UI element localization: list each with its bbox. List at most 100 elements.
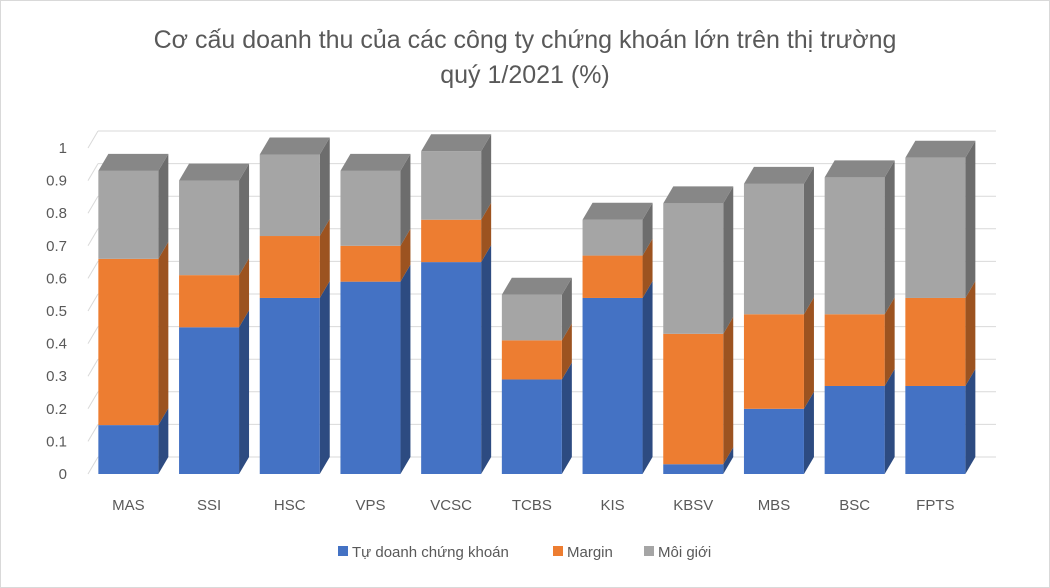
y-tick-label: 0.9 bbox=[46, 173, 67, 190]
y-tick-label: 0.8 bbox=[46, 205, 67, 222]
legend-item: Tự doanh chứng khoán bbox=[338, 544, 509, 561]
x-tick-label: VCSC bbox=[430, 497, 472, 514]
chart-title-line-2: quý 1/2021 (%) bbox=[440, 61, 610, 89]
bar-front-face bbox=[582, 255, 643, 298]
bar-side-face bbox=[642, 238, 653, 298]
bar-top-face bbox=[905, 140, 976, 158]
bar-segment bbox=[179, 163, 250, 276]
bar-segment bbox=[743, 391, 814, 474]
bar-segment bbox=[501, 277, 572, 341]
bar-segment bbox=[663, 316, 734, 465]
gridline-diagonal bbox=[87, 130, 99, 149]
bar-side-face bbox=[481, 134, 492, 220]
bar-front-face bbox=[824, 385, 885, 474]
bar-side-face bbox=[561, 277, 572, 341]
bar-front-face bbox=[743, 183, 804, 315]
bar-side-face bbox=[239, 258, 250, 328]
y-tick-label: 0.3 bbox=[46, 368, 67, 385]
bar-segment bbox=[905, 140, 976, 298]
bar-segment bbox=[824, 160, 895, 315]
bar-segment bbox=[905, 368, 976, 474]
bar-side-face bbox=[481, 245, 492, 474]
bar-front-face bbox=[421, 219, 482, 263]
bar-top-face bbox=[743, 166, 814, 184]
bar-side-face bbox=[400, 228, 411, 282]
y-tick-label: 0.7 bbox=[46, 238, 67, 255]
bar-side-face bbox=[158, 153, 169, 259]
bar-segment bbox=[340, 228, 411, 282]
bar-segment bbox=[501, 362, 572, 474]
bar-segment bbox=[421, 202, 492, 263]
bar-segment bbox=[663, 186, 734, 334]
bar-front-face bbox=[743, 314, 804, 409]
gridline-diagonal bbox=[87, 424, 99, 442]
bar-side-face bbox=[319, 219, 330, 298]
x-tick-label: MAS bbox=[112, 497, 145, 514]
legend-swatch bbox=[644, 546, 654, 556]
gridline-diagonal bbox=[87, 261, 99, 279]
bar-front-face bbox=[259, 297, 320, 474]
x-axis-tick-labels: MAS SSI HSC VPS VCSC TCBS KIS KBSV MBS BSC FPTS bbox=[112, 497, 954, 514]
bar-segment bbox=[824, 297, 895, 386]
bar-segment bbox=[501, 323, 572, 380]
x-tick-label: VPS bbox=[355, 497, 385, 514]
x-tick-label: TCBS bbox=[512, 497, 552, 514]
bar-front-face bbox=[259, 236, 320, 298]
legend-label: Tự doanh chứng khoán bbox=[352, 544, 509, 561]
bar-side-face bbox=[319, 137, 330, 237]
bar-segment bbox=[743, 297, 814, 409]
legend-item: Margin bbox=[553, 544, 613, 561]
bar-segment bbox=[259, 280, 330, 474]
bar-side-face bbox=[803, 297, 814, 409]
gridline-diagonal bbox=[87, 358, 99, 377]
gridline-diagonal bbox=[87, 228, 99, 247]
bar-front-face bbox=[179, 180, 240, 276]
bar-front-face bbox=[98, 425, 159, 474]
y-tick-label: 0.1 bbox=[46, 433, 67, 450]
bar-top-face bbox=[98, 153, 169, 171]
bar-front-face bbox=[421, 262, 482, 474]
y-tick-label: 0.6 bbox=[46, 270, 67, 287]
x-tick-label: SSI bbox=[197, 497, 221, 514]
x-tick-label: HSC bbox=[274, 497, 306, 514]
bar-top-face bbox=[824, 160, 895, 178]
y-tick-label: 0 bbox=[59, 466, 67, 483]
x-tick-label: MBS bbox=[758, 497, 791, 514]
bar-segment bbox=[905, 280, 976, 386]
bar-segment bbox=[340, 153, 411, 246]
bar-side-face bbox=[319, 280, 330, 474]
bar-front-face bbox=[98, 258, 159, 426]
bar-segment bbox=[743, 166, 814, 315]
bar-segment bbox=[421, 245, 492, 474]
bar-front-face bbox=[582, 297, 643, 474]
bar-front-face bbox=[905, 385, 966, 474]
bar-segment bbox=[582, 238, 653, 298]
bar-segment bbox=[582, 280, 653, 474]
bar-side-face bbox=[965, 280, 976, 386]
bar-segment bbox=[340, 264, 411, 474]
bar-side-face bbox=[642, 280, 653, 474]
bars bbox=[98, 134, 976, 474]
x-tick-label: FPTS bbox=[916, 497, 954, 514]
bar-front-face bbox=[98, 170, 159, 259]
bar-front-face bbox=[501, 340, 562, 380]
bar-side-face bbox=[803, 166, 814, 315]
y-tick-label: 0.2 bbox=[46, 401, 67, 418]
bar-top-face bbox=[582, 202, 653, 220]
bar-front-face bbox=[501, 379, 562, 474]
bar-side-face bbox=[239, 310, 250, 474]
bar-front-face bbox=[905, 297, 966, 386]
bar-front-face bbox=[340, 170, 401, 246]
gridline-diagonal bbox=[87, 163, 99, 181]
bar-segment bbox=[824, 368, 895, 474]
legend: Tự doanh chứng khoán Margin Môi giới bbox=[338, 544, 711, 561]
bar-front-face bbox=[905, 157, 966, 298]
bar-front-face bbox=[824, 177, 885, 315]
bar-side-face bbox=[884, 160, 895, 315]
bar-front-face bbox=[259, 154, 320, 237]
bar-front-face bbox=[179, 275, 240, 328]
bar-segment bbox=[98, 408, 169, 474]
legend-label: Margin bbox=[567, 544, 613, 561]
bar-segment bbox=[98, 153, 169, 259]
